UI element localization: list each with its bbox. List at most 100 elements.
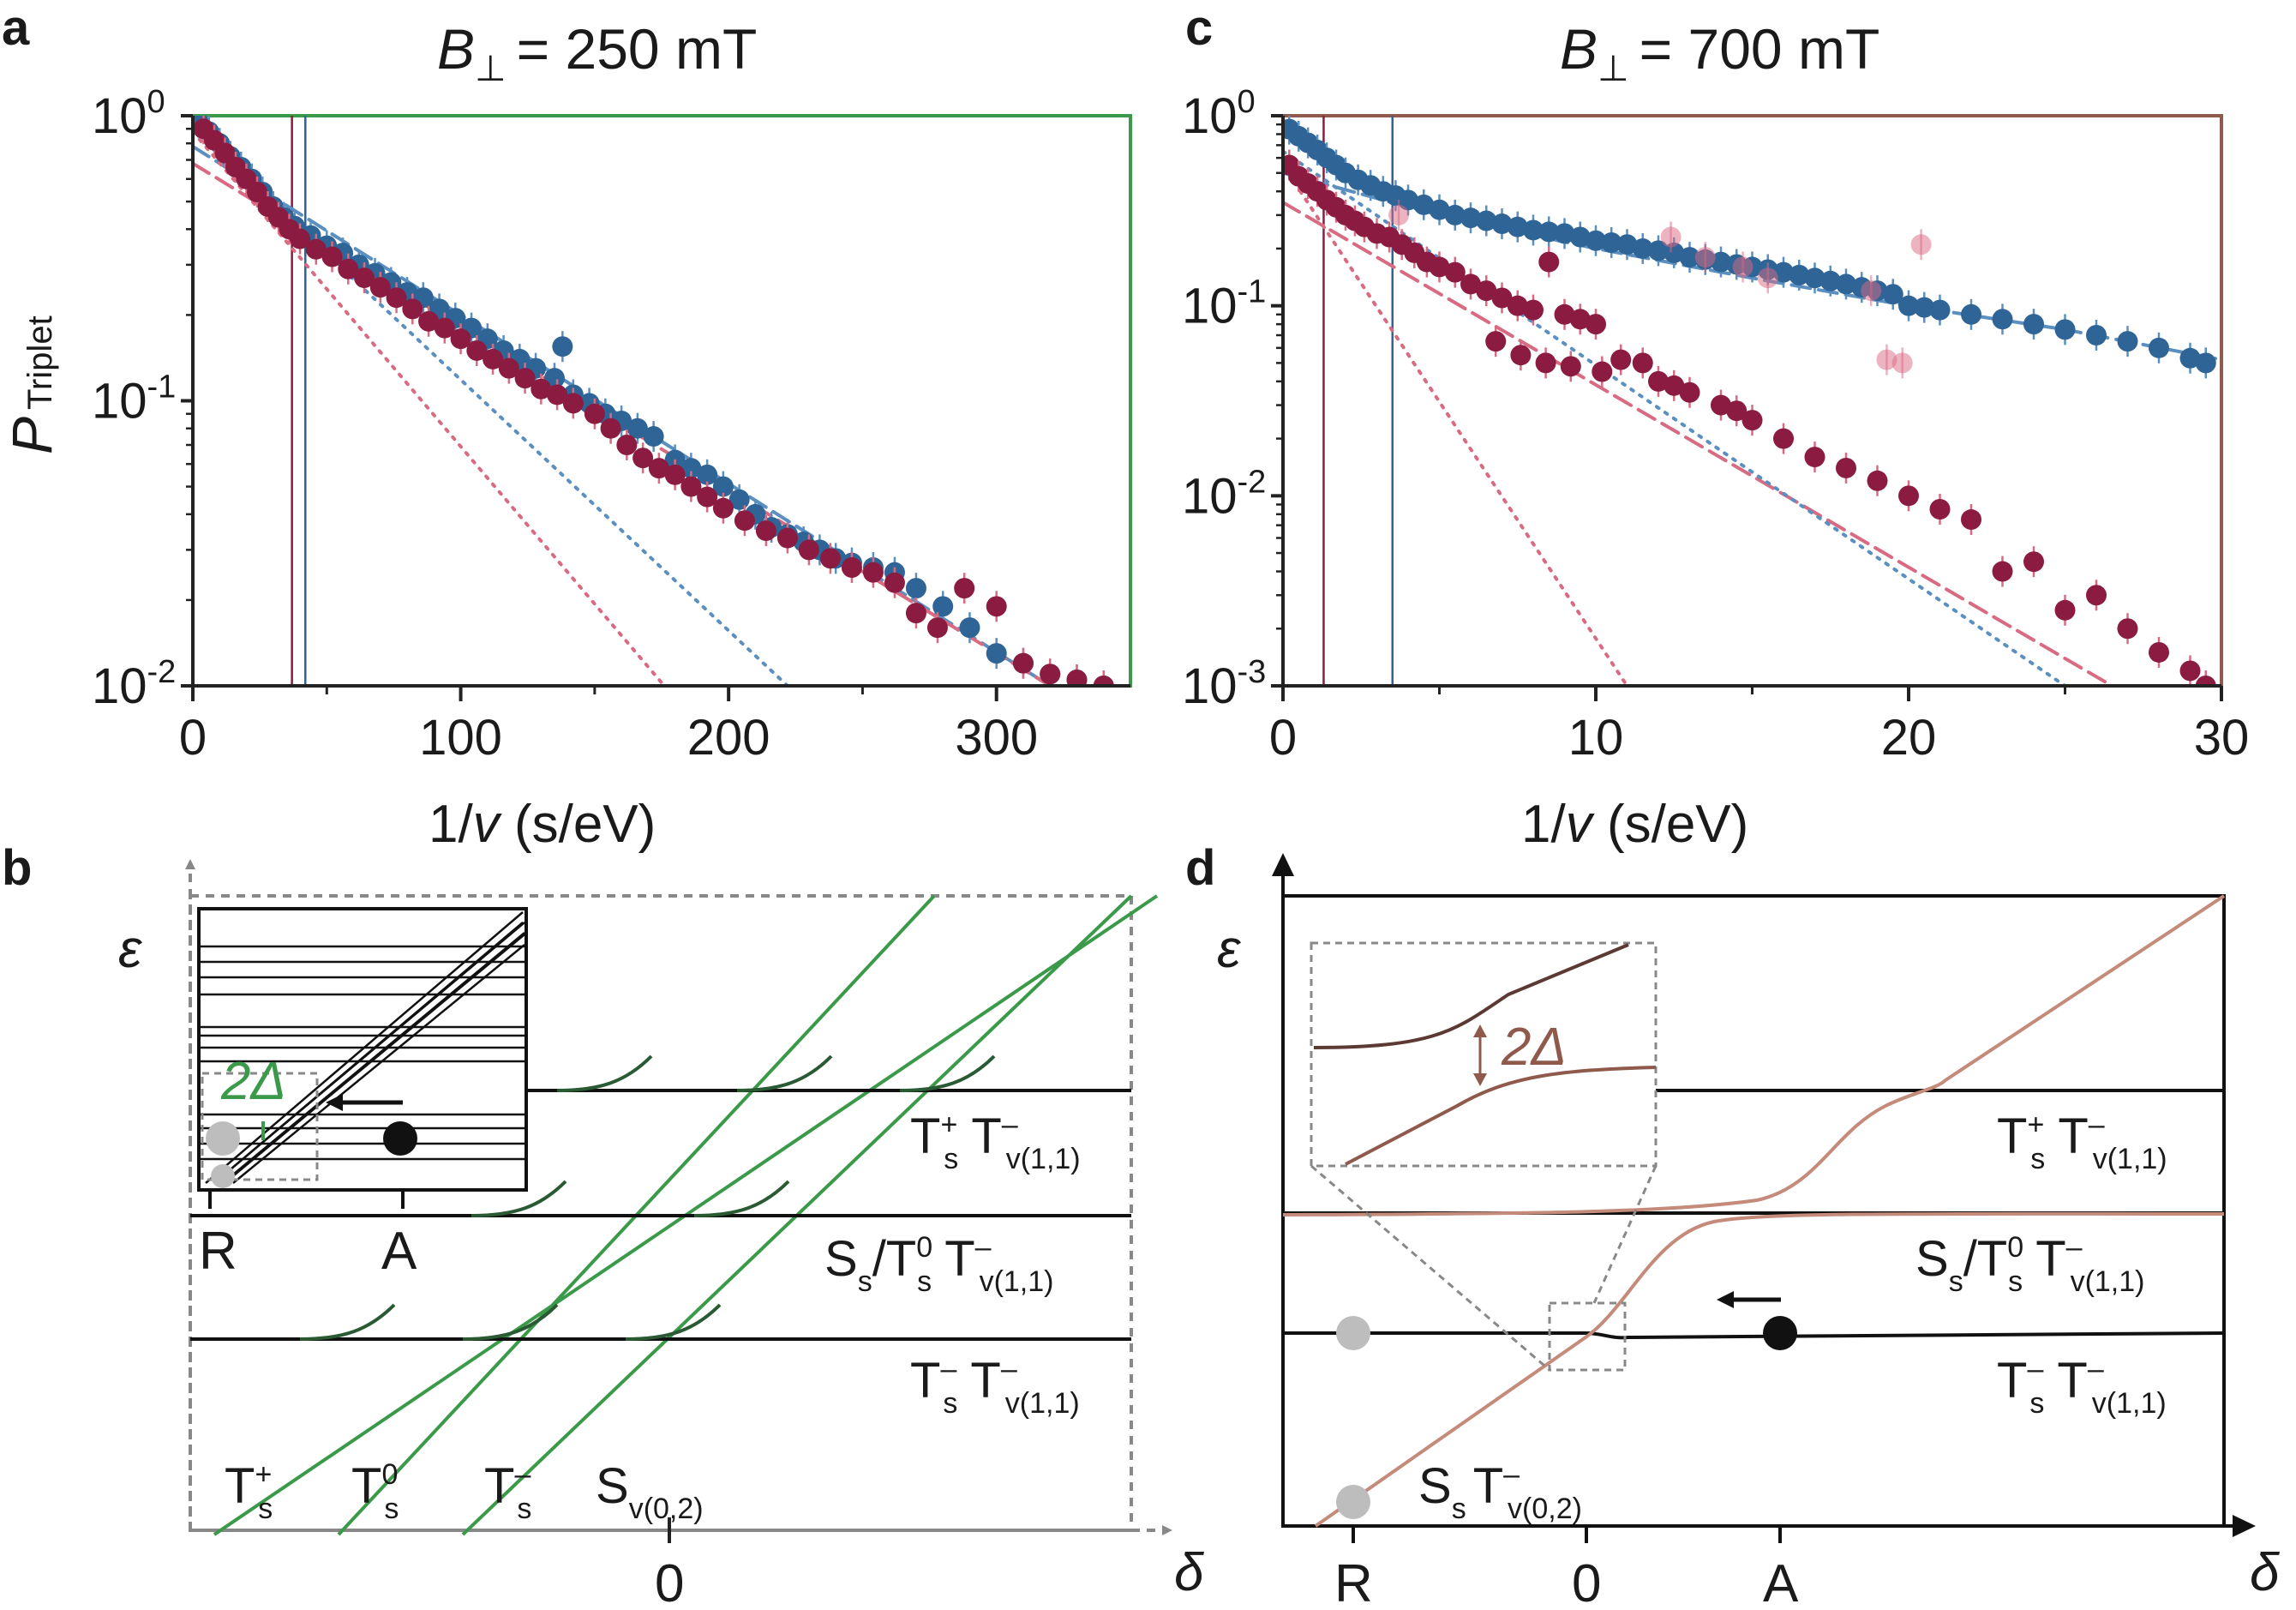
point-blue-25 [1616,234,1638,255]
point-red-30 [1610,349,1632,370]
point-red-50 [2149,641,2169,663]
inset-levels-b [201,911,525,1184]
point-blue-28 [1664,242,1685,263]
anticrossing-b-0 [556,1054,653,1092]
point-blue-15 [1460,207,1481,229]
point-blue-53 [2179,347,2201,369]
point-blue-47 [1992,309,2013,330]
point-blue-51 [2117,331,2138,352]
point-red-21 [483,348,504,369]
panel-a: a B⊥ = 250 mT 0 100 200 300 100 10-1 10-2 1/v (… [0,0,1132,854]
point-blue-49 [959,617,980,639]
point-red-9 [290,228,311,249]
point-red-18 [434,317,455,339]
zoom-connector-d-1 [1310,1164,1550,1372]
sweep-arrow-head-d [1717,1291,1734,1308]
point-red-12 [338,258,359,279]
plot-inner-c [1283,116,2221,686]
zero-label-d: 0 [1572,1554,1601,1610]
bottom-label-d: Ss T– v(0,2) [1418,1458,1582,1525]
point-A-b [383,1121,417,1156]
point-red-48 [2086,585,2107,606]
fit-line-c-3 [1283,163,1629,686]
point-blue-14 [1444,204,1466,225]
point-red-19 [450,328,471,350]
level-label-b-2: Ss/T0 s T– v(1,1) [824,1231,1054,1298]
point-blue-12 [1413,194,1435,215]
x-tick-label-c-3: 30 [2194,710,2250,766]
plot-area-c: 0 10 20 30 100 10-1 10-2 10-3 [1182,84,2249,766]
x-tick-label-c-2: 20 [1881,710,1937,766]
point-red-33 [1664,375,1685,396]
anticrossing-b-3 [471,1180,567,1217]
point-blue-21 [1554,223,1575,244]
title-a: B⊥ = 250 mT [437,17,757,88]
point-blue-43 [1898,295,1919,316]
point-red-36 [1726,400,1747,422]
point-blue-31 [626,418,648,439]
point-outliers-4 [1757,267,1778,289]
two-delta-label-d: 2Δ [1501,1018,1567,1077]
inset-levels-d [1313,943,1657,1166]
A-label-d: A [1763,1554,1799,1610]
inset-diag-b-1 [213,922,525,1184]
point-A-d [1763,1316,1797,1350]
level-label-b-3: T– s T– v(1,1) [910,1353,1080,1420]
x-tick-label-c-0: 0 [1269,710,1297,766]
point-red-24 [531,378,552,399]
point-red-50 [1066,669,1088,686]
y-tick-label-c-2: 10-2 [1182,464,1266,524]
point-red-24 [1586,314,1606,335]
point-blue-29 [1679,247,1700,268]
point-blue-20 [1538,221,1560,243]
title-c: B⊥ = 700 mT [1560,17,1879,88]
R-label-d: R [1334,1554,1373,1610]
inset-diag2-b-2 [232,944,525,1184]
point-red-45 [1992,561,2013,582]
point-blue-45 [1929,299,1951,321]
point-red-51 [2179,660,2201,682]
point-blue-23 [1586,230,1606,251]
point-red-34 [697,486,718,508]
point-blue-38 [1819,270,1841,291]
point-red-40 [819,548,841,569]
x-axis-label-a: 1/v (s/eV) [429,795,656,854]
point-blue-47 [905,578,926,599]
point-red-49 [1040,664,1061,685]
delta-label-d: δ [2250,1543,2280,1602]
fit-line-c-1 [1283,201,2114,686]
point-red-39 [798,539,819,561]
point-red-23 [514,368,536,389]
panel-label-c: c [1185,0,1213,56]
point-red-41 [841,557,862,579]
point-blue-42 [1882,284,1903,305]
point-red-44 [905,603,926,624]
anticrossing-b-4 [693,1180,790,1217]
point-red-28 [1560,356,1581,377]
y-tick-label-c-1: 10-1 [1182,274,1266,334]
point-red-31 [648,458,669,479]
point-outliers-2 [1694,247,1716,268]
point-red-51 [1093,676,1114,686]
inset-diag2-b-1 [222,932,525,1184]
delta-arrow-d [2233,1515,2256,1537]
point-red-44 [1961,509,1981,531]
y-tick-label-a-2: 10-2 [92,654,176,714]
level-label-d-3: T– s T– v(1,1) [1997,1353,2167,1420]
point-red-22 [498,357,519,379]
point-outliers-0 [1388,204,1410,225]
point-blue-26 [1632,237,1653,259]
x-tick-label-a-1: 100 [419,710,502,766]
point-blue-22 [1569,226,1591,248]
point-outliers-8 [1910,234,1932,255]
point-blue-24 [1601,231,1622,253]
point-red-15 [1444,261,1466,283]
point-red-40 [1836,457,1856,478]
point-red-11 [321,246,343,267]
point-blue-16 [1476,210,1497,231]
plot-area-a: 0 100 200 300 100 10-1 10-2 [92,84,1130,766]
point-outliers-5 [1861,280,1882,302]
point-blue-34 [680,458,702,479]
point-red-52 [2195,676,2216,686]
